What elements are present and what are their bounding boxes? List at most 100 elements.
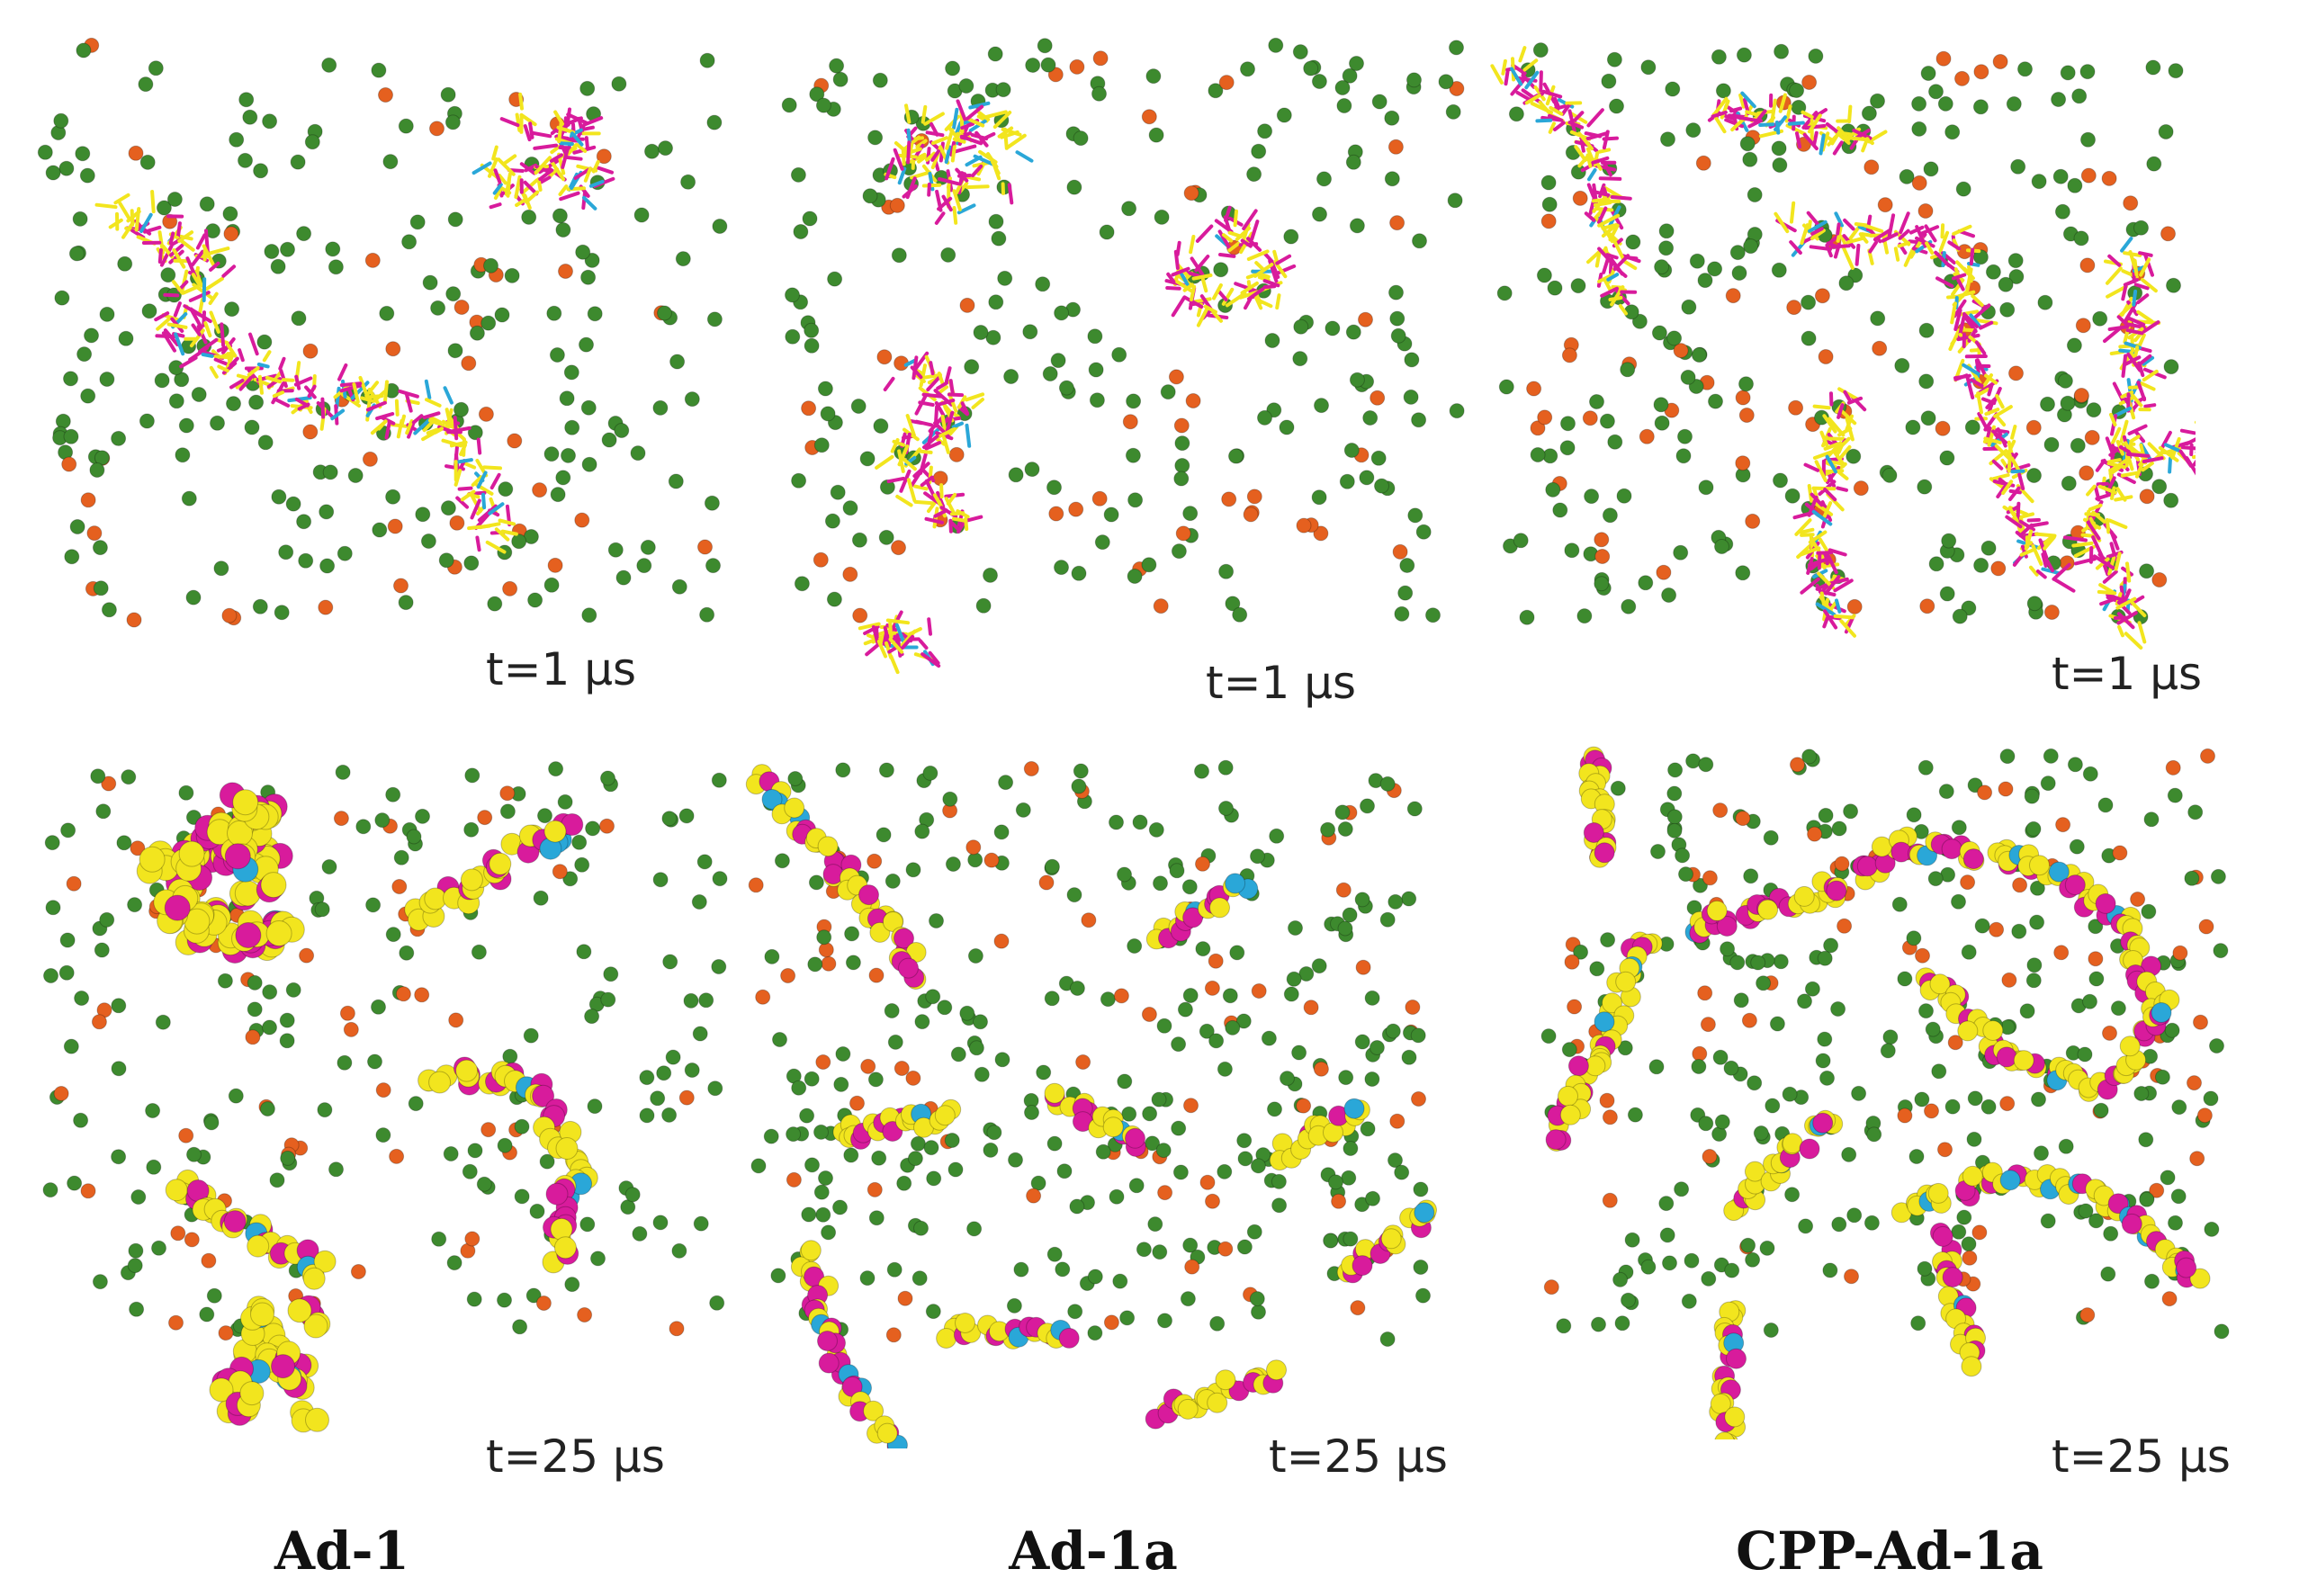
water-bead	[1658, 223, 1675, 239]
ion-bead	[1599, 1092, 1615, 1108]
water-bead	[1808, 48, 1824, 64]
water-bead	[1681, 299, 1697, 315]
water-bead	[1438, 74, 1454, 90]
headgroup-stick	[198, 337, 219, 354]
ion-bead	[448, 1012, 464, 1028]
water-bead	[640, 539, 656, 555]
water-bead	[600, 991, 616, 1008]
ion-bead	[1954, 70, 1970, 86]
headgroup-stick	[2105, 436, 2115, 457]
water-bead	[1148, 821, 1164, 838]
headgroup-stick	[2045, 559, 2054, 573]
ion-bead	[429, 121, 445, 137]
water-bead	[1169, 863, 1185, 879]
water-bead	[636, 558, 652, 574]
water-bead	[1917, 759, 1934, 776]
water-bead	[549, 347, 565, 363]
tail-bead	[1558, 1085, 1578, 1107]
terminal-stick	[201, 353, 214, 358]
water-bead	[76, 42, 92, 58]
water-bead	[1328, 1174, 1343, 1190]
water-bead	[1654, 415, 1670, 431]
ion-bead	[1313, 525, 1329, 542]
tail-bead	[232, 789, 259, 816]
water-bead	[2168, 63, 2184, 79]
tail-stick	[1833, 614, 1855, 620]
water-bead	[590, 1251, 606, 1267]
water-bead	[471, 944, 487, 960]
ion-bead	[2187, 1075, 2202, 1091]
tail-stick	[890, 438, 900, 453]
water-bead	[876, 827, 892, 843]
tail-bead	[302, 1267, 326, 1290]
water-bead	[867, 130, 884, 146]
water-bead	[2078, 1203, 2094, 1219]
headgroup-stick	[169, 243, 184, 257]
water-bead	[1229, 945, 1245, 961]
water-bead	[1631, 313, 1648, 329]
tail-stick	[2124, 632, 2143, 650]
tail-stick	[209, 365, 219, 379]
water-bead	[185, 589, 202, 605]
headgroup-stick	[1981, 397, 1997, 405]
tail-stick	[265, 375, 283, 384]
ion-bead	[1526, 381, 1542, 397]
time-label-cppad1a-1us: t=1 μs	[2052, 648, 2203, 700]
water-bead	[445, 286, 462, 302]
panel-ad1a-25us: t=25 μs	[738, 747, 1449, 1483]
tail-stick	[1603, 277, 1612, 293]
water-bead	[1658, 240, 1675, 256]
headgroup-stick	[2138, 354, 2152, 366]
water-bead	[117, 256, 133, 272]
tail-stick	[282, 378, 295, 382]
water-bead	[1851, 1085, 1867, 1101]
ion-bead	[2101, 170, 2117, 186]
water-bead	[1640, 1259, 1657, 1275]
water-bead	[2170, 1188, 2187, 1205]
water-bead	[587, 1098, 603, 1115]
headgroup-stick	[337, 363, 348, 381]
water-bead	[561, 447, 576, 463]
tail-stick	[150, 190, 156, 214]
ion-bead	[596, 148, 612, 165]
water-bead	[832, 71, 849, 87]
ion-bead	[2196, 1107, 2213, 1124]
water-bead	[1918, 1003, 1934, 1019]
headgroup-stick	[1924, 224, 1937, 243]
water-bead	[1160, 384, 1176, 400]
tail-stick	[591, 159, 600, 174]
water-bead	[813, 1124, 829, 1140]
headgroup-stick	[1817, 553, 1822, 570]
tail-bead	[784, 797, 805, 819]
tail-bead	[934, 1105, 956, 1126]
headgroup-stick	[948, 379, 955, 395]
water-bead	[1103, 507, 1119, 523]
terminal-stick	[1524, 70, 1540, 90]
ion-bead	[678, 1089, 695, 1106]
terminal-stick	[2142, 355, 2155, 366]
tail-stick	[454, 469, 463, 487]
water-bead	[130, 1189, 147, 1205]
tail-stick	[360, 396, 375, 403]
tail-stick	[1227, 241, 1241, 253]
headgroup-stick	[1504, 69, 1510, 86]
water-bead	[2184, 870, 2200, 886]
tail-stick	[441, 438, 463, 448]
terminal-bead	[2048, 861, 2070, 883]
ion-bead	[1807, 826, 1823, 842]
tail-stick	[1196, 305, 1210, 327]
tail-stick	[2107, 518, 2128, 529]
ion-bead	[1246, 489, 1262, 505]
headgroup-stick	[1597, 247, 1615, 266]
headgroup-stick	[912, 462, 930, 479]
water-bead	[2025, 973, 2042, 989]
water-bead	[1044, 991, 1060, 1007]
ion-bead	[1047, 67, 1064, 83]
water-bead	[844, 926, 860, 942]
ion-bead	[61, 456, 77, 472]
headgroup-stick	[539, 175, 552, 184]
headgroup-stick	[273, 397, 291, 408]
terminal-stick	[256, 363, 270, 369]
water-bead	[1249, 1291, 1265, 1307]
headgroup-bead	[1942, 1267, 1963, 1288]
